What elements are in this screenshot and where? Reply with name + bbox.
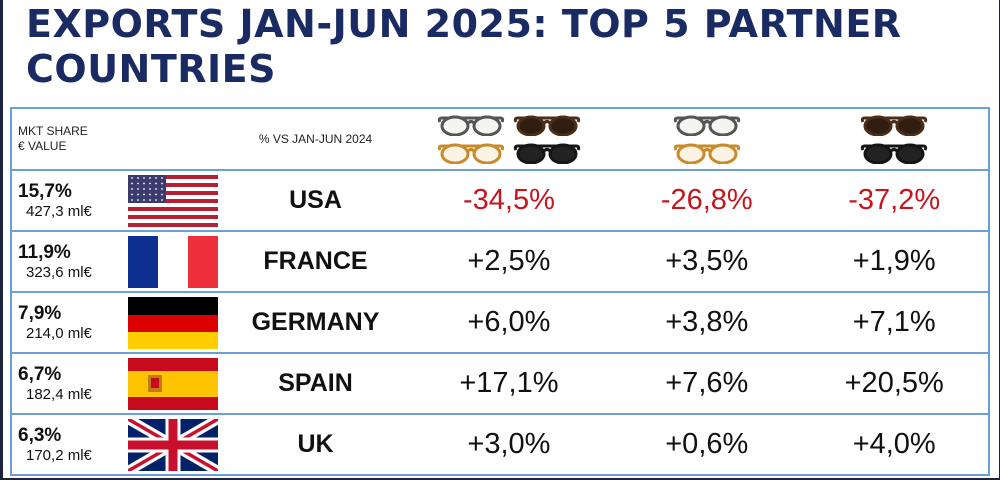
page-title: EXPORTS JAN-JUN 2025: TOP 5 PARTNER COUN… [26, 2, 902, 91]
sunglasses-icon [800, 107, 990, 171]
change-value-total: -34,5% [404, 169, 614, 232]
share-cell: 7,9% 214,0 ml€ [9, 291, 127, 354]
export-value: 170,2 ml€ [26, 447, 92, 464]
market-share: 11,9% [18, 242, 71, 263]
country-name: GERMANY [226, 291, 405, 354]
frames-icon [613, 107, 801, 171]
exports-table: MKT SHARE € VALUE % VS JAN-JUN 2024 [9, 107, 990, 476]
market-share: 7,9% [18, 303, 62, 324]
eyeglasses-icon [512, 142, 582, 164]
share-label: MKT SHARE [18, 124, 88, 138]
eyeglasses-icon [859, 114, 929, 136]
export-value: 427,3 ml€ [26, 203, 92, 220]
eyeglasses-icon [672, 114, 742, 136]
table-row-uk: 6,3% 170,2 ml€ UK +3,0% +0,6% +4,0% [9, 413, 990, 476]
germany-flag [126, 291, 227, 354]
change-value-frames: +0,6% [613, 413, 801, 476]
change-value-sunglasses: +7,1% [800, 291, 990, 354]
value-label: € VALUE [18, 139, 67, 153]
change-value-frames: -26,8% [613, 169, 801, 232]
change-value-sunglasses: +20,5% [800, 352, 990, 415]
frames-and-sunglasses-icon [404, 107, 614, 171]
change-value-sunglasses: +4,0% [800, 413, 990, 476]
eyeglasses-icon [672, 142, 742, 164]
table-row-germany: 7,9% 214,0 ml€ GERMANY +6,0% +3,8% +7,1% [9, 291, 990, 354]
country-name: FRANCE [226, 230, 405, 293]
change-value-total: +6,0% [404, 291, 614, 354]
usa-flag [126, 169, 227, 232]
market-share: 6,7% [18, 364, 62, 385]
export-value: 214,0 ml€ [26, 325, 92, 342]
change-value-frames: +3,8% [613, 291, 801, 354]
country-name: USA [226, 169, 405, 232]
eyeglasses-icon [859, 142, 929, 164]
table-row-spain: 6,7% 182,4 ml€ SPAIN +17,1% +7,6% +20,5% [9, 352, 990, 415]
change-value-total: +17,1% [404, 352, 614, 415]
export-value: 323,6 ml€ [26, 264, 92, 281]
export-value: 182,4 ml€ [26, 386, 92, 403]
share-cell: 6,3% 170,2 ml€ [9, 413, 127, 476]
country-name: UK [226, 413, 405, 476]
share-cell: 6,7% 182,4 ml€ [9, 352, 127, 415]
change-value-total: +3,0% [404, 413, 614, 476]
table-row-france: 11,9% 323,6 ml€ FRANCE +2,5% +3,5% +1,9% [9, 230, 990, 293]
country-name: SPAIN [226, 352, 405, 415]
change-value-total: +2,5% [404, 230, 614, 293]
change-value-sunglasses: +1,9% [800, 230, 990, 293]
change-value-sunglasses: -37,2% [800, 169, 990, 232]
eyeglasses-icon [436, 114, 506, 136]
eyeglasses-icon [512, 114, 582, 136]
france-flag [126, 230, 227, 293]
market-share: 15,7% [18, 181, 72, 202]
share-cell: 15,7% 427,3 ml€ [9, 169, 127, 232]
eyeglasses-icon [436, 142, 506, 164]
share-cell: 11,9% 323,6 ml€ [9, 230, 127, 293]
change-value-frames: +3,5% [613, 230, 801, 293]
spain-flag [126, 352, 227, 415]
uk-flag [126, 413, 227, 476]
change-value-frames: +7,6% [613, 352, 801, 415]
market-share: 6,3% [18, 425, 62, 446]
change-header: % VS JAN-JUN 2024 [226, 107, 405, 171]
header-row: MKT SHARE € VALUE % VS JAN-JUN 2024 [9, 107, 990, 171]
table-row-usa: 15,7% 427,3 ml€ USA -34,5% -26,8% -37,2% [9, 169, 990, 232]
share-header: MKT SHARE € VALUE [9, 107, 127, 171]
